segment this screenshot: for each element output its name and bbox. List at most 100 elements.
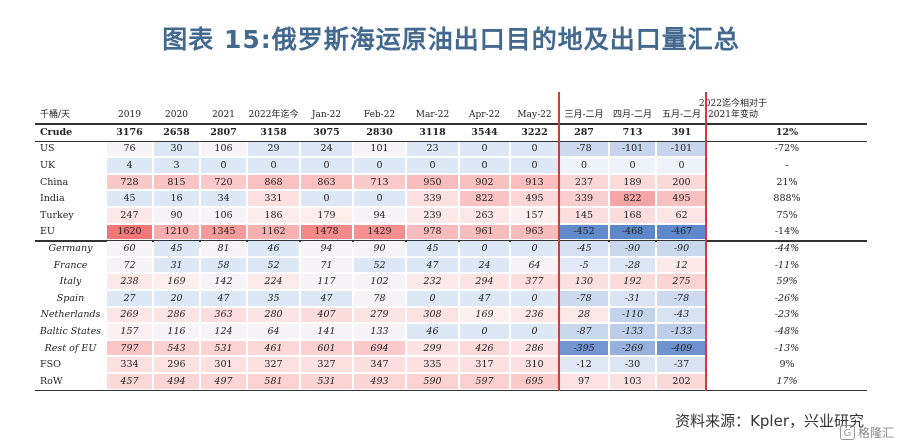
table-cell: -90 xyxy=(610,241,655,256)
table-cell: 202 xyxy=(657,374,706,389)
table-cell: 335 xyxy=(407,357,458,372)
table-cell: -14% xyxy=(774,226,800,238)
watermark-text: 格隆汇 xyxy=(857,426,894,440)
table-cell: 815 xyxy=(154,174,199,190)
table-cell: -11% xyxy=(774,259,800,271)
table-cell: 21% xyxy=(776,176,798,188)
table-cell: 495 xyxy=(657,191,706,206)
table-cell: 58 xyxy=(201,257,246,273)
table-cell: 0 xyxy=(354,191,405,206)
table-cell: 597 xyxy=(460,374,509,389)
table-row: France 72 31 58 52 71 52 47 24 64 -5 -28 12 -11% xyxy=(35,257,867,274)
table-cell: 590 xyxy=(407,374,458,389)
table-cell: 31 xyxy=(154,257,199,273)
table-cell: -12 xyxy=(560,357,608,372)
table-cell: 275 xyxy=(657,274,706,289)
table-row: Turkey 247 90 106 186 179 94 239 263 157 145 168 62 7… xyxy=(35,207,867,224)
table-cell: 47 xyxy=(407,257,458,273)
row-label: FSO xyxy=(40,359,61,371)
table-cell: 3222 xyxy=(521,126,548,138)
table-cell: 124 xyxy=(201,324,246,339)
table-cell: 3075 xyxy=(313,126,340,138)
table-cell: -110 xyxy=(610,307,655,323)
table-cell: 299 xyxy=(407,340,458,356)
table-cell: 45 xyxy=(407,241,458,256)
table-cell: 287 xyxy=(574,126,594,138)
table-cell: 27 xyxy=(107,291,152,306)
table-row: Baltic States 157 116 124 64 141 133 46 0 0 -87 -13… xyxy=(35,323,867,340)
table-cell: 543 xyxy=(154,340,199,356)
table-row: Italy 238 169 142 224 117 102 232 294 377 130 192 27… xyxy=(35,273,867,290)
table-cell: -37 xyxy=(657,357,706,372)
table-cell: -395 xyxy=(560,340,608,356)
table-row: Germany 60 45 81 46 94 90 45 0 0 -45 -90 -90 -44% xyxy=(35,240,867,257)
table-cell: -467 xyxy=(657,224,706,240)
table-cell: 2807 xyxy=(210,126,237,138)
table-cell: 179 xyxy=(301,208,352,223)
table-cell: 16 xyxy=(154,191,199,206)
table-cell: 12% xyxy=(775,126,799,138)
table-cell: 494 xyxy=(154,374,199,389)
table-cell: 28 xyxy=(560,307,608,323)
table-cell: 117 xyxy=(301,274,352,289)
table-cell: 339 xyxy=(560,191,608,206)
table-cell: 46 xyxy=(248,241,299,256)
table-cell: 90 xyxy=(154,208,199,223)
table-cell: 247 xyxy=(107,208,152,223)
row-label: Baltic States xyxy=(39,325,102,337)
table-cell: 0 xyxy=(354,158,405,173)
row-label: Italy xyxy=(59,276,82,288)
table-cell: 45 xyxy=(107,191,152,206)
table-cell: 327 xyxy=(301,357,352,372)
table-cell: 495 xyxy=(511,191,558,206)
table-cell: -78 xyxy=(560,141,608,157)
table-cell: 192 xyxy=(610,274,655,289)
table-cell: -28 xyxy=(610,257,655,273)
table-cell: 3176 xyxy=(116,126,143,138)
table-cell: 97 xyxy=(560,374,608,389)
table-cell: 2658 xyxy=(163,126,190,138)
table-cell: 720 xyxy=(201,174,246,190)
table-cell: -72% xyxy=(774,143,800,155)
table-cell: 531 xyxy=(201,340,246,356)
table-cell: 189 xyxy=(610,174,655,190)
table-cell: 963 xyxy=(511,224,558,240)
table-cell: 24 xyxy=(460,257,509,273)
table-cell: 169 xyxy=(460,307,509,323)
table-cell: 1345 xyxy=(201,224,246,240)
table-cell: 71 xyxy=(301,257,352,273)
table-cell: 0 xyxy=(460,141,509,157)
table-cell: 913 xyxy=(511,174,558,190)
table-cell: 47 xyxy=(301,291,352,306)
table-cell: - xyxy=(785,159,789,171)
table-cell: 863 xyxy=(301,174,352,190)
table-header: 千桶/天 2019 2020 2021 2022年迄今 Jan-22 Feb-22 Mar-2… xyxy=(35,92,867,123)
unit-label: 千桶/天 xyxy=(40,110,71,120)
table-cell: 116 xyxy=(154,324,199,339)
table-cell: 2830 xyxy=(366,126,393,138)
column-header: 四月-二月 xyxy=(612,110,653,120)
table-cell: 301 xyxy=(201,357,246,372)
row-label: EU xyxy=(40,226,55,238)
column-header: Mar-22 xyxy=(415,110,450,120)
column-header: 2019 xyxy=(118,110,141,120)
row-label: UK xyxy=(40,159,56,171)
table-cell: 0 xyxy=(301,158,352,173)
table-cell: -43 xyxy=(657,307,706,323)
table-cell: 263 xyxy=(460,208,509,223)
table-cell: 90 xyxy=(354,241,405,256)
table-cell: 694 xyxy=(354,340,405,356)
table-cell: 200 xyxy=(657,174,706,190)
table-cell: 94 xyxy=(301,241,352,256)
table-cell: 133 xyxy=(354,324,405,339)
table-cell: 728 xyxy=(107,174,152,190)
table-rule xyxy=(35,140,867,142)
table-cell: 232 xyxy=(407,274,458,289)
table-cell: 94 xyxy=(354,208,405,223)
table-cell: 17% xyxy=(776,375,798,387)
table-cell: 978 xyxy=(407,224,458,240)
table-cell: 601 xyxy=(301,340,352,356)
column-header: Apr-22 xyxy=(468,110,501,120)
table-cell: 103 xyxy=(610,374,655,389)
table-cell: -26% xyxy=(774,292,800,304)
